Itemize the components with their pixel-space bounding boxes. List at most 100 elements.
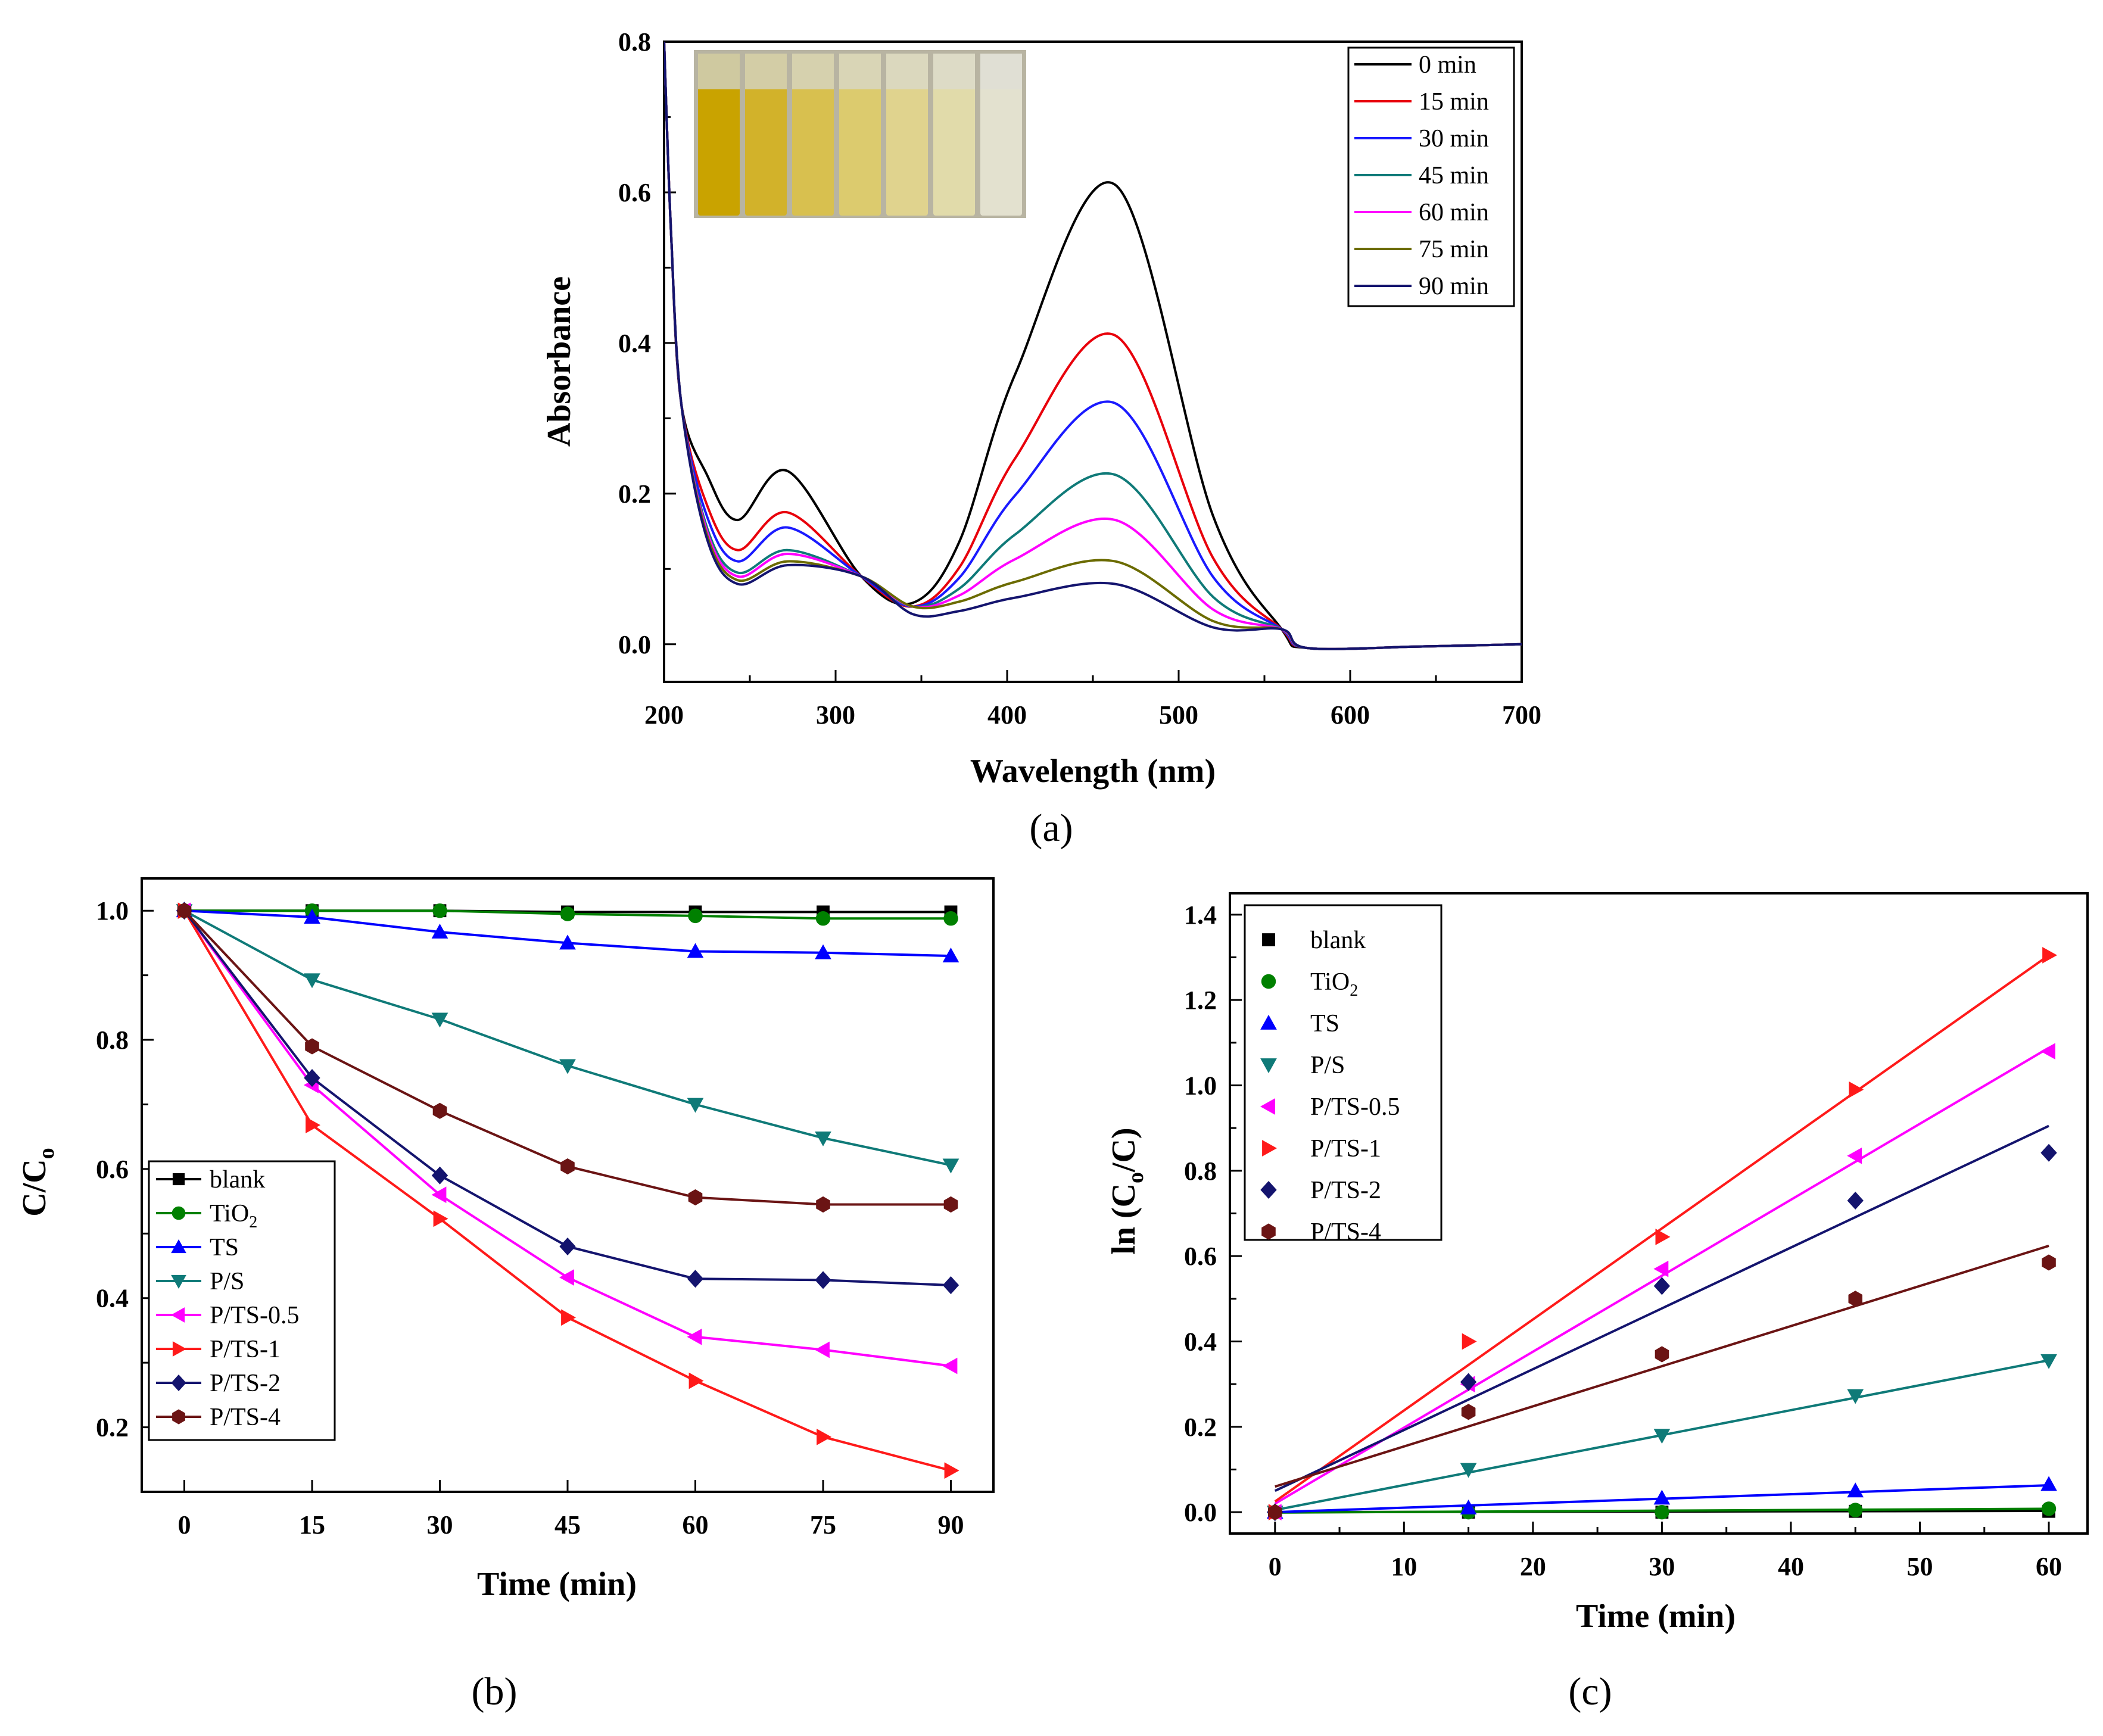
- y-tick-label: 1.0: [1184, 1071, 1217, 1101]
- data-point: [1460, 1373, 1477, 1391]
- data-point: [942, 1357, 958, 1375]
- y-tick-label: 0.4: [618, 329, 651, 358]
- legend-c-marker: [1260, 1014, 1277, 1030]
- legend-a-label: 0 min: [1419, 51, 1476, 79]
- x-tick-label: 15: [299, 1510, 325, 1539]
- y-tick-label: 0.4: [96, 1284, 129, 1313]
- legend-c-marker: [1261, 1223, 1276, 1240]
- legend-a-label: 45 min: [1419, 162, 1489, 189]
- panel-label-a: (a): [1029, 806, 1073, 850]
- y-tick-label: 1.0: [96, 896, 129, 925]
- fit-line: [1274, 1124, 2049, 1492]
- data-point: [2042, 1254, 2056, 1271]
- y-tick-label: 0.2: [1184, 1413, 1217, 1442]
- data-point: [942, 1276, 959, 1295]
- data-point: [814, 1341, 830, 1358]
- data-point: [304, 973, 320, 989]
- y-tick-label: 0.6: [1184, 1242, 1217, 1271]
- data-point: [1653, 1429, 1671, 1444]
- spectra-lines: [664, 42, 1522, 650]
- data-point: [1653, 1489, 1671, 1505]
- tick-labels-c: 0 10 20 30 40 50 60 0.0 0.2 0.4 0.6 0.8 1.0 1.2 1.4: [1184, 900, 2062, 1581]
- data-point: [177, 902, 192, 919]
- data-point: [815, 944, 831, 959]
- legend-c-label: blank: [1310, 927, 1366, 954]
- x-tick-label: 90: [938, 1510, 964, 1539]
- data-point: [431, 923, 448, 939]
- legend-b-marker: [172, 1341, 187, 1357]
- panel-b: 0 15 30 45 60 75 90 0.2 0.4 0.6 0.8 1.0 blank TiO2TS…: [16, 877, 995, 1713]
- legend-b-label: P/TS-1: [210, 1336, 281, 1363]
- legend-b-label: P/TS-2: [210, 1370, 281, 1397]
- x-tick-label: 200: [644, 700, 684, 730]
- axis-ticks-c: [1230, 914, 2050, 1534]
- legend-b-label: TS: [210, 1234, 239, 1261]
- data-point: [687, 1098, 704, 1113]
- legend-c: blank TiO2 TS P/S P/TS-0.5 P/TS-1 P/TS-2 P/TS-4: [1244, 904, 1442, 1246]
- series-ts: [176, 902, 959, 963]
- data-point: [815, 911, 831, 926]
- data-point: [1848, 1503, 1863, 1517]
- legend-a-label: 90 min: [1419, 273, 1489, 300]
- data-point: [815, 1271, 831, 1289]
- legend-b-marker: [171, 1375, 186, 1391]
- legend-c-label: P/TS-1: [1310, 1135, 1381, 1162]
- data-point: [305, 1038, 319, 1055]
- data-point: [2040, 1476, 2057, 1491]
- data-point: [816, 1196, 830, 1213]
- data-point: [687, 1328, 702, 1345]
- x-tick-label: 60: [2036, 1552, 2062, 1581]
- x-tick-label: 20: [1520, 1552, 1546, 1581]
- data-point: [560, 1158, 575, 1175]
- x-tick-label: 0: [1269, 1552, 1282, 1581]
- degradation-series: [176, 902, 959, 1479]
- x-tick-label: 60: [683, 1510, 709, 1539]
- x-axis-label-c: Time (min): [1576, 1598, 1736, 1635]
- x-tick-label: 400: [987, 700, 1027, 730]
- y-tick-label: 1.4: [1184, 900, 1217, 930]
- y-tick-label: 0.8: [1184, 1157, 1217, 1186]
- data-point: [304, 909, 320, 924]
- legend-c-marker: [1260, 1058, 1277, 1074]
- data-point: [1655, 1346, 1669, 1363]
- data-point: [943, 911, 958, 926]
- legend-c-marker: [1261, 974, 1276, 989]
- legend-c-label: P/TS-2: [1310, 1177, 1381, 1204]
- y-tick-label: 0.6: [96, 1155, 129, 1184]
- y-tick-label: 0.2: [96, 1413, 129, 1442]
- legend-c-label: TS: [1310, 1010, 1339, 1037]
- data-point: [561, 1309, 577, 1326]
- x-tick-label: 500: [1159, 700, 1198, 730]
- data-point: [431, 1186, 447, 1204]
- legend-c-marker: [1262, 933, 1275, 946]
- legend-b-marker: [171, 1239, 186, 1254]
- spectrum-90-min: [664, 42, 1522, 650]
- y-tick-label: 0.0: [618, 630, 651, 659]
- legend-a-label: 75 min: [1419, 236, 1489, 263]
- y-axis-label-b: C/Co: [16, 1148, 59, 1216]
- data-point: [559, 1269, 574, 1286]
- data-point: [1460, 1463, 1477, 1478]
- data-point: [432, 903, 447, 918]
- data-point: [432, 1102, 447, 1119]
- x-tick-label: 30: [427, 1510, 453, 1539]
- x-tick-label: 0: [178, 1510, 191, 1539]
- legend-c-marker: [1260, 1098, 1275, 1115]
- y-axis-label-c: ln (Co/C): [1105, 1127, 1148, 1254]
- legend-c-marker: [1262, 1140, 1278, 1157]
- data-point: [559, 1237, 576, 1256]
- tick-labels-b: 0 15 30 45 60 75 90 0.2 0.4 0.6 0.8 1.0: [96, 896, 964, 1539]
- data-point: [688, 908, 703, 924]
- legend-b-marker: [171, 1274, 186, 1289]
- series-p-s: [1266, 1354, 2057, 1521]
- data-point: [687, 1270, 704, 1288]
- legend-c-marker: [1260, 1180, 1277, 1199]
- data-point: [1461, 1404, 1476, 1420]
- legend-a-box: [1347, 46, 1515, 307]
- legend-a-label: 60 min: [1419, 199, 1489, 226]
- x-tick-label: 10: [1391, 1552, 1417, 1581]
- data-point: [688, 1372, 704, 1389]
- y-tick-label: 0.8: [96, 1026, 129, 1055]
